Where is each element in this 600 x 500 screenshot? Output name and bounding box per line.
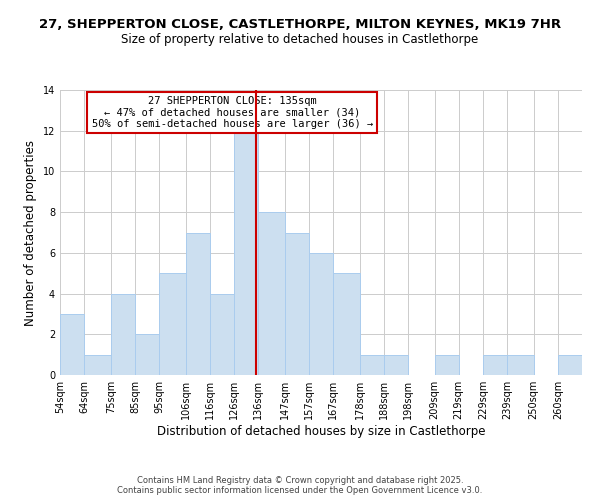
- Bar: [507, 354, 533, 375]
- Bar: [558, 354, 582, 375]
- Bar: [111, 294, 135, 375]
- Bar: [359, 354, 384, 375]
- Bar: [333, 273, 359, 375]
- Bar: [159, 273, 185, 375]
- Bar: [434, 354, 459, 375]
- Bar: [210, 294, 234, 375]
- Bar: [483, 354, 507, 375]
- Bar: [258, 212, 285, 375]
- Bar: [285, 232, 309, 375]
- Bar: [135, 334, 159, 375]
- Bar: [234, 130, 258, 375]
- Bar: [60, 314, 84, 375]
- X-axis label: Distribution of detached houses by size in Castlethorpe: Distribution of detached houses by size …: [157, 425, 485, 438]
- Text: 27, SHEPPERTON CLOSE, CASTLETHORPE, MILTON KEYNES, MK19 7HR: 27, SHEPPERTON CLOSE, CASTLETHORPE, MILT…: [39, 18, 561, 30]
- Bar: [384, 354, 408, 375]
- Text: Contains public sector information licensed under the Open Government Licence v3: Contains public sector information licen…: [118, 486, 482, 495]
- Bar: [185, 232, 210, 375]
- Y-axis label: Number of detached properties: Number of detached properties: [24, 140, 37, 326]
- Text: Contains HM Land Registry data © Crown copyright and database right 2025.: Contains HM Land Registry data © Crown c…: [137, 476, 463, 485]
- Text: 27 SHEPPERTON CLOSE: 135sqm
← 47% of detached houses are smaller (34)
50% of sem: 27 SHEPPERTON CLOSE: 135sqm ← 47% of det…: [92, 96, 373, 129]
- Bar: [309, 253, 333, 375]
- Text: Size of property relative to detached houses in Castlethorpe: Size of property relative to detached ho…: [121, 32, 479, 46]
- Bar: [84, 354, 111, 375]
